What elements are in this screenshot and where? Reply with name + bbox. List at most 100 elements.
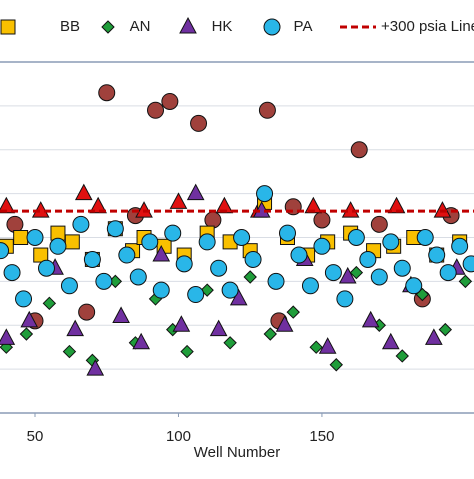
point	[152, 244, 171, 262]
point	[370, 215, 388, 233]
point	[359, 250, 377, 268]
legend-label: BB	[60, 18, 80, 35]
point	[309, 340, 323, 354]
point	[89, 196, 107, 214]
point	[395, 349, 409, 363]
point	[428, 246, 446, 264]
point	[19, 327, 34, 341]
point	[347, 229, 365, 246]
point	[42, 296, 57, 311]
point	[381, 332, 400, 350]
point	[233, 229, 251, 246]
point	[210, 259, 228, 277]
legend-marker	[263, 18, 281, 36]
point	[106, 220, 124, 238]
plot-frame	[0, 61, 474, 414]
point	[451, 237, 469, 255]
point	[118, 246, 136, 264]
point	[78, 303, 96, 321]
point	[83, 250, 101, 268]
point	[275, 315, 294, 332]
points	[0, 84, 474, 376]
point	[243, 270, 257, 284]
point	[198, 233, 216, 251]
point	[20, 310, 39, 328]
point	[229, 288, 248, 306]
point	[324, 264, 342, 282]
point	[200, 283, 214, 297]
point	[62, 344, 77, 359]
point	[26, 229, 44, 246]
point	[49, 237, 67, 255]
point	[86, 359, 105, 376]
point	[3, 264, 21, 282]
point	[393, 259, 411, 277]
point	[0, 196, 16, 214]
x-tick-label: 100	[166, 428, 191, 445]
point	[258, 101, 276, 119]
point	[338, 266, 357, 284]
point	[147, 101, 165, 119]
point	[95, 272, 113, 290]
point	[438, 322, 453, 337]
point	[186, 183, 205, 201]
point	[112, 306, 130, 323]
point	[263, 327, 277, 341]
point	[209, 319, 228, 337]
legend-marker	[0, 19, 16, 35]
point	[13, 230, 29, 245]
point	[424, 328, 443, 345]
point	[244, 250, 262, 268]
point	[132, 332, 151, 350]
point	[98, 84, 116, 102]
point	[6, 215, 24, 233]
legend-label: AN	[130, 18, 151, 35]
point	[350, 141, 368, 159]
point	[141, 233, 159, 251]
point	[74, 183, 93, 201]
point	[180, 344, 194, 359]
x-tick-label: 150	[309, 428, 334, 445]
point	[329, 358, 343, 372]
point	[382, 233, 400, 251]
point	[0, 328, 16, 345]
point	[387, 196, 406, 214]
point	[172, 315, 191, 332]
point	[223, 336, 237, 350]
legend-label: HK	[212, 18, 233, 35]
point	[313, 211, 331, 229]
legend-marker	[179, 16, 197, 34]
legend-label: +300 psia Line	[381, 18, 474, 35]
point	[204, 211, 222, 229]
point	[361, 310, 380, 328]
point	[72, 215, 90, 233]
point	[267, 272, 285, 290]
point	[152, 281, 170, 299]
point	[175, 255, 193, 273]
point	[221, 281, 239, 299]
point	[439, 264, 457, 282]
point	[313, 237, 331, 255]
x-axis-label: Well Number	[194, 444, 280, 461]
point	[129, 268, 147, 286]
point	[64, 234, 80, 250]
point	[0, 242, 10, 260]
point	[462, 255, 474, 273]
point	[304, 196, 323, 214]
point	[458, 274, 473, 289]
point	[161, 92, 179, 110]
point	[60, 277, 78, 295]
point	[370, 268, 388, 286]
point	[15, 290, 33, 308]
point	[190, 114, 208, 132]
legend-label: PA	[294, 18, 313, 35]
point	[278, 224, 296, 242]
point	[187, 286, 205, 304]
x-tick-label: 50	[27, 428, 44, 445]
point	[215, 196, 234, 214]
point	[405, 277, 423, 295]
point	[301, 277, 319, 295]
point	[416, 229, 434, 246]
legend: BB AN HK PA +300 psia Line	[0, 16, 474, 36]
